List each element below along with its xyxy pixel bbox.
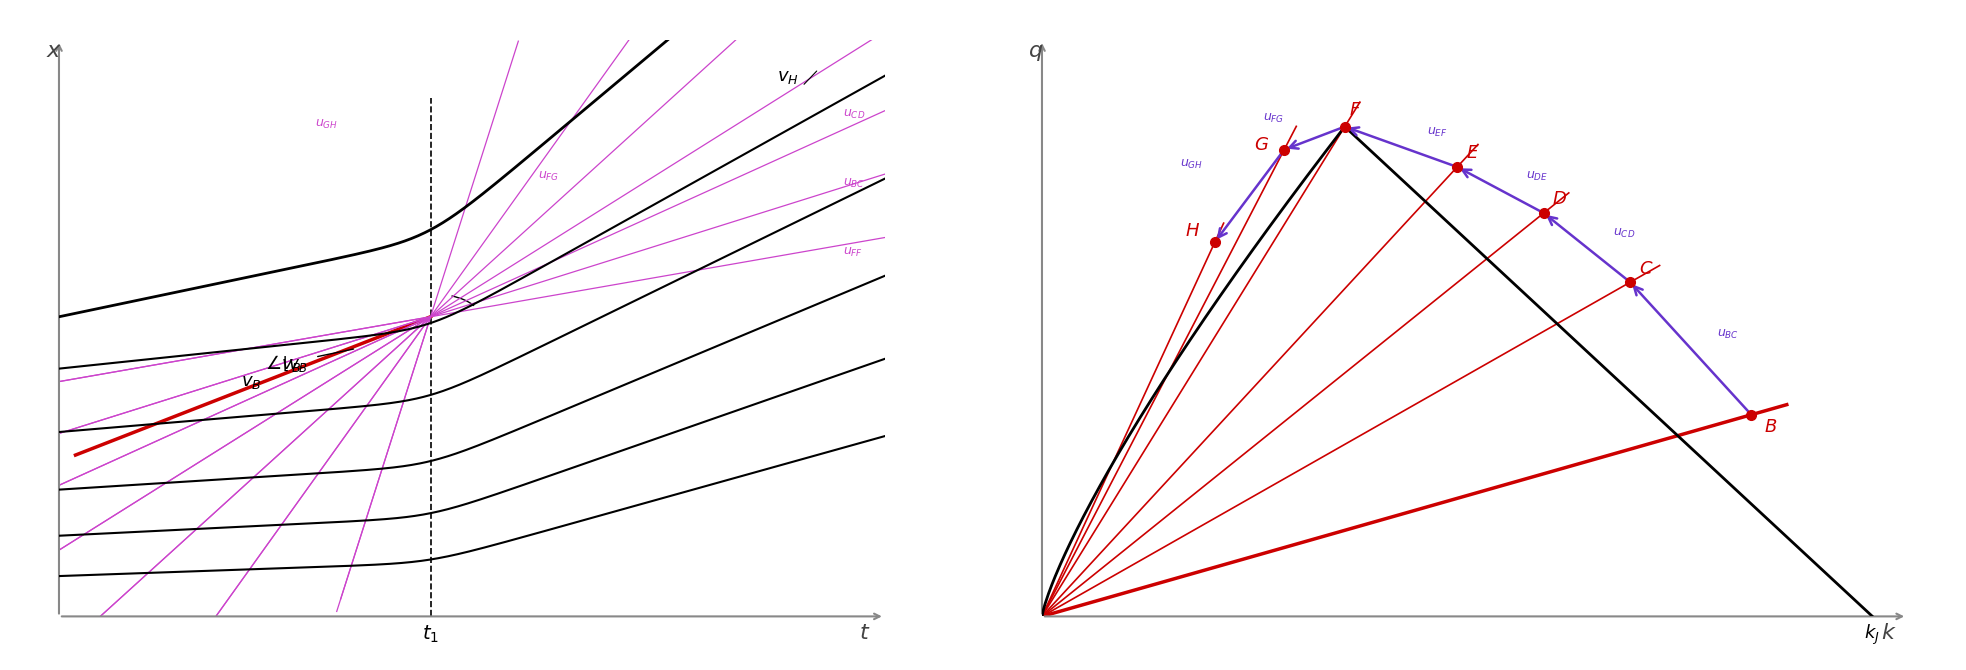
Text: $F$: $F$ xyxy=(1349,101,1362,119)
Text: $H$: $H$ xyxy=(1185,222,1199,240)
Text: $k_J$: $k_J$ xyxy=(1864,623,1879,647)
Text: $\lfloor v_B$: $\lfloor v_B$ xyxy=(281,354,307,374)
Text: $u_{FF}$: $u_{FF}$ xyxy=(843,246,863,259)
Text: $v_B$: $v_B$ xyxy=(240,373,261,391)
Text: t: t xyxy=(859,624,869,643)
Text: $u_{FG}$: $u_{FG}$ xyxy=(1262,112,1284,125)
Text: $D$: $D$ xyxy=(1553,190,1567,208)
Text: $u_{DE}$: $u_{DE}$ xyxy=(1526,170,1549,183)
Text: $u_{GH}$: $u_{GH}$ xyxy=(1180,158,1203,171)
Text: $u_{FG}$: $u_{FG}$ xyxy=(539,170,558,183)
Text: $G$: $G$ xyxy=(1254,136,1268,153)
Text: $u_{BC}$: $u_{BC}$ xyxy=(1716,328,1738,341)
Text: $u_{BC}$: $u_{BC}$ xyxy=(843,177,865,190)
Text: $u_{CD}$: $u_{CD}$ xyxy=(843,108,865,121)
Text: $u_{CD}$: $u_{CD}$ xyxy=(1612,227,1636,241)
Text: $C$: $C$ xyxy=(1640,259,1653,277)
Text: $v_H$: $v_H$ xyxy=(777,68,798,86)
Text: k: k xyxy=(1881,624,1893,643)
Text: x: x xyxy=(47,42,59,62)
Text: $B$: $B$ xyxy=(1764,418,1777,436)
Text: $\angle v_B$: $\angle v_B$ xyxy=(265,352,303,374)
Text: q: q xyxy=(1028,42,1044,62)
Text: $t_1$: $t_1$ xyxy=(423,624,438,645)
Text: $E$: $E$ xyxy=(1467,144,1478,162)
Text: $u_{EF}$: $u_{EF}$ xyxy=(1427,126,1447,139)
Text: $u_{GH}$: $u_{GH}$ xyxy=(315,118,338,131)
